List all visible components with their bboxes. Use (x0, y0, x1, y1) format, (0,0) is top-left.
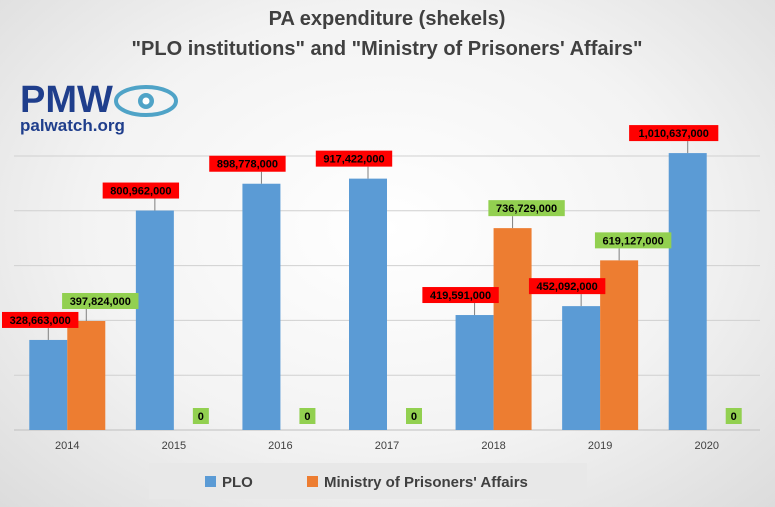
bar-prisoners-affairs (493, 228, 532, 430)
data-label-plo: 328,663,000 (10, 315, 71, 327)
x-tick-label: 2020 (694, 440, 718, 452)
data-label-box-plo (528, 278, 606, 295)
data-label-box-plo (422, 287, 499, 304)
x-tick-label: 2016 (268, 440, 292, 452)
x-tick-label: 2014 (55, 440, 79, 452)
data-label-box-prisoners-affairs (299, 408, 316, 424)
data-label-prisoners-affairs: 619,127,000 (603, 235, 664, 247)
data-label-box-prisoners-affairs (62, 292, 139, 309)
data-label-plo: 800,962,000 (110, 186, 171, 198)
data-label-prisoners-affairs: 397,824,000 (70, 296, 131, 308)
eye-logo-icon (114, 85, 178, 117)
data-label-box-plo (315, 150, 393, 167)
data-label-box-plo (102, 182, 180, 199)
data-label-plo: 452,092,000 (537, 281, 598, 293)
bar-plo (135, 210, 174, 430)
bar-plo (668, 153, 707, 431)
chart-subtitle: "PLO institutions" and "Ministry of Pris… (132, 38, 643, 60)
data-label-plo: 917,422,000 (323, 154, 384, 166)
legend-label-plo: PLO (222, 474, 253, 491)
legend: PLO Ministry of Prisoners' Affairs (149, 463, 587, 499)
data-label-plo: 419,591,000 (430, 290, 491, 302)
data-label-box-prisoners-affairs (192, 408, 209, 424)
logo-brand: PMW (20, 79, 113, 121)
pmw-logo: PMW palwatch.org (20, 79, 178, 135)
data-label-plo: 1,010,637,000 (639, 128, 709, 140)
logo-url: palwatch.org (20, 116, 125, 135)
bar-prisoners-affairs (67, 320, 106, 430)
bar-plo (29, 339, 68, 430)
data-label-box-plo (629, 125, 719, 142)
chart-title: PA expenditure (shekels) (269, 8, 506, 30)
bar-plo (562, 306, 601, 430)
data-label-box-prisoners-affairs (488, 200, 565, 217)
x-tick-label: 2018 (481, 440, 505, 452)
bar-plo (349, 178, 387, 430)
data-label-box-plo (209, 155, 286, 172)
legend-label-prisoners-affairs: Ministry of Prisoners' Affairs (324, 474, 528, 491)
data-label-prisoners-affairs: 0 (411, 411, 417, 423)
data-label-box-prisoners-affairs (725, 408, 742, 424)
data-label-plo: 898,778,000 (217, 159, 278, 171)
data-label-prisoners-affairs: 0 (731, 411, 737, 423)
x-tick-label: 2019 (588, 440, 612, 452)
x-tick-label: 2017 (375, 440, 399, 452)
legend-swatch-prisoners-affairs (307, 476, 318, 487)
data-label-prisoners-affairs: 0 (198, 411, 204, 423)
data-label-box-plo (2, 311, 79, 328)
bar-plo (242, 183, 281, 430)
data-label-prisoners-affairs: 0 (304, 411, 310, 423)
data-label-box-prisoners-affairs (406, 408, 422, 424)
bar-prisoners-affairs (600, 260, 639, 430)
legend-swatch-plo (205, 476, 216, 487)
data-label-box-prisoners-affairs (594, 232, 672, 249)
bar-plo (455, 315, 494, 430)
data-label-prisoners-affairs: 736,729,000 (496, 203, 557, 215)
legend-box (149, 463, 587, 499)
x-tick-label: 2015 (162, 440, 186, 452)
